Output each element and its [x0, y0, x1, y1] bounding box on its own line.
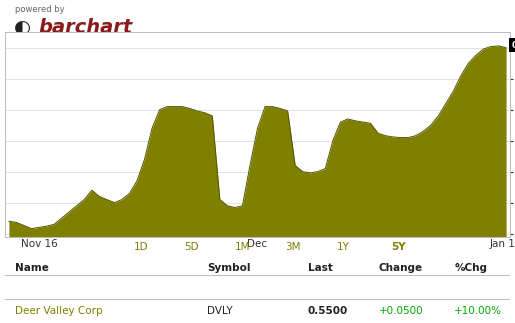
Text: 5D: 5D — [184, 242, 199, 252]
Text: Change: Change — [379, 263, 423, 273]
Text: Deer Valley Corp: Deer Valley Corp — [15, 306, 103, 316]
Text: powered by: powered by — [15, 5, 65, 14]
Text: 0.5500: 0.5500 — [511, 41, 515, 50]
Text: 5Y: 5Y — [391, 242, 406, 252]
Text: DVLY: DVLY — [207, 306, 233, 316]
Text: 1M: 1M — [235, 242, 250, 252]
Text: Name: Name — [15, 263, 49, 273]
Text: 0.5500: 0.5500 — [308, 306, 348, 316]
Text: 1Y: 1Y — [337, 242, 350, 252]
Text: ◐: ◐ — [14, 18, 31, 37]
Text: Last: Last — [308, 263, 333, 273]
Text: %Chg: %Chg — [454, 263, 487, 273]
Text: +0.0500: +0.0500 — [379, 306, 423, 316]
Text: +10.00%: +10.00% — [454, 306, 502, 316]
Text: 1D: 1D — [134, 242, 149, 252]
Text: Symbol: Symbol — [207, 263, 250, 273]
Text: 3M: 3M — [285, 242, 301, 252]
Text: barchart: barchart — [38, 18, 132, 37]
